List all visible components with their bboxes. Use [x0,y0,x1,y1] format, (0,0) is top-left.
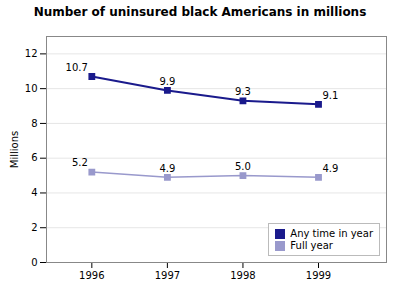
html-text:Full year: Full year [290,240,333,251]
svg-text:1998: 1998 [230,270,255,281]
svg-text:0: 0 [31,257,37,268]
svg-text:12: 12 [25,48,38,59]
svg-text:10.7: 10.7 [66,62,88,73]
svg-text:1996: 1996 [79,270,104,281]
html-text:Any time in year: Any time in year [290,228,373,239]
svg-text:9.9: 9.9 [159,76,175,87]
svg-text:10: 10 [25,83,38,94]
svg-text:1997: 1997 [155,270,180,281]
svg-text:6: 6 [31,152,37,163]
html-text:Number of uninsured black Amer: Number of uninsured black Americans in m… [33,5,367,19]
svg-text:4.9: 4.9 [323,163,339,174]
svg-text:2: 2 [31,222,37,233]
svg-text:9.3: 9.3 [235,86,251,97]
svg-text:Millions: Millions [9,131,20,168]
svg-text:4.9: 4.9 [159,163,175,174]
svg-text:5.2: 5.2 [72,157,88,168]
svg-text:9.1: 9.1 [323,90,339,101]
svg-text:8: 8 [31,118,37,129]
svg-text:4: 4 [31,187,37,198]
svg-text:5.0: 5.0 [235,161,251,172]
svg-text:1999: 1999 [306,270,331,281]
